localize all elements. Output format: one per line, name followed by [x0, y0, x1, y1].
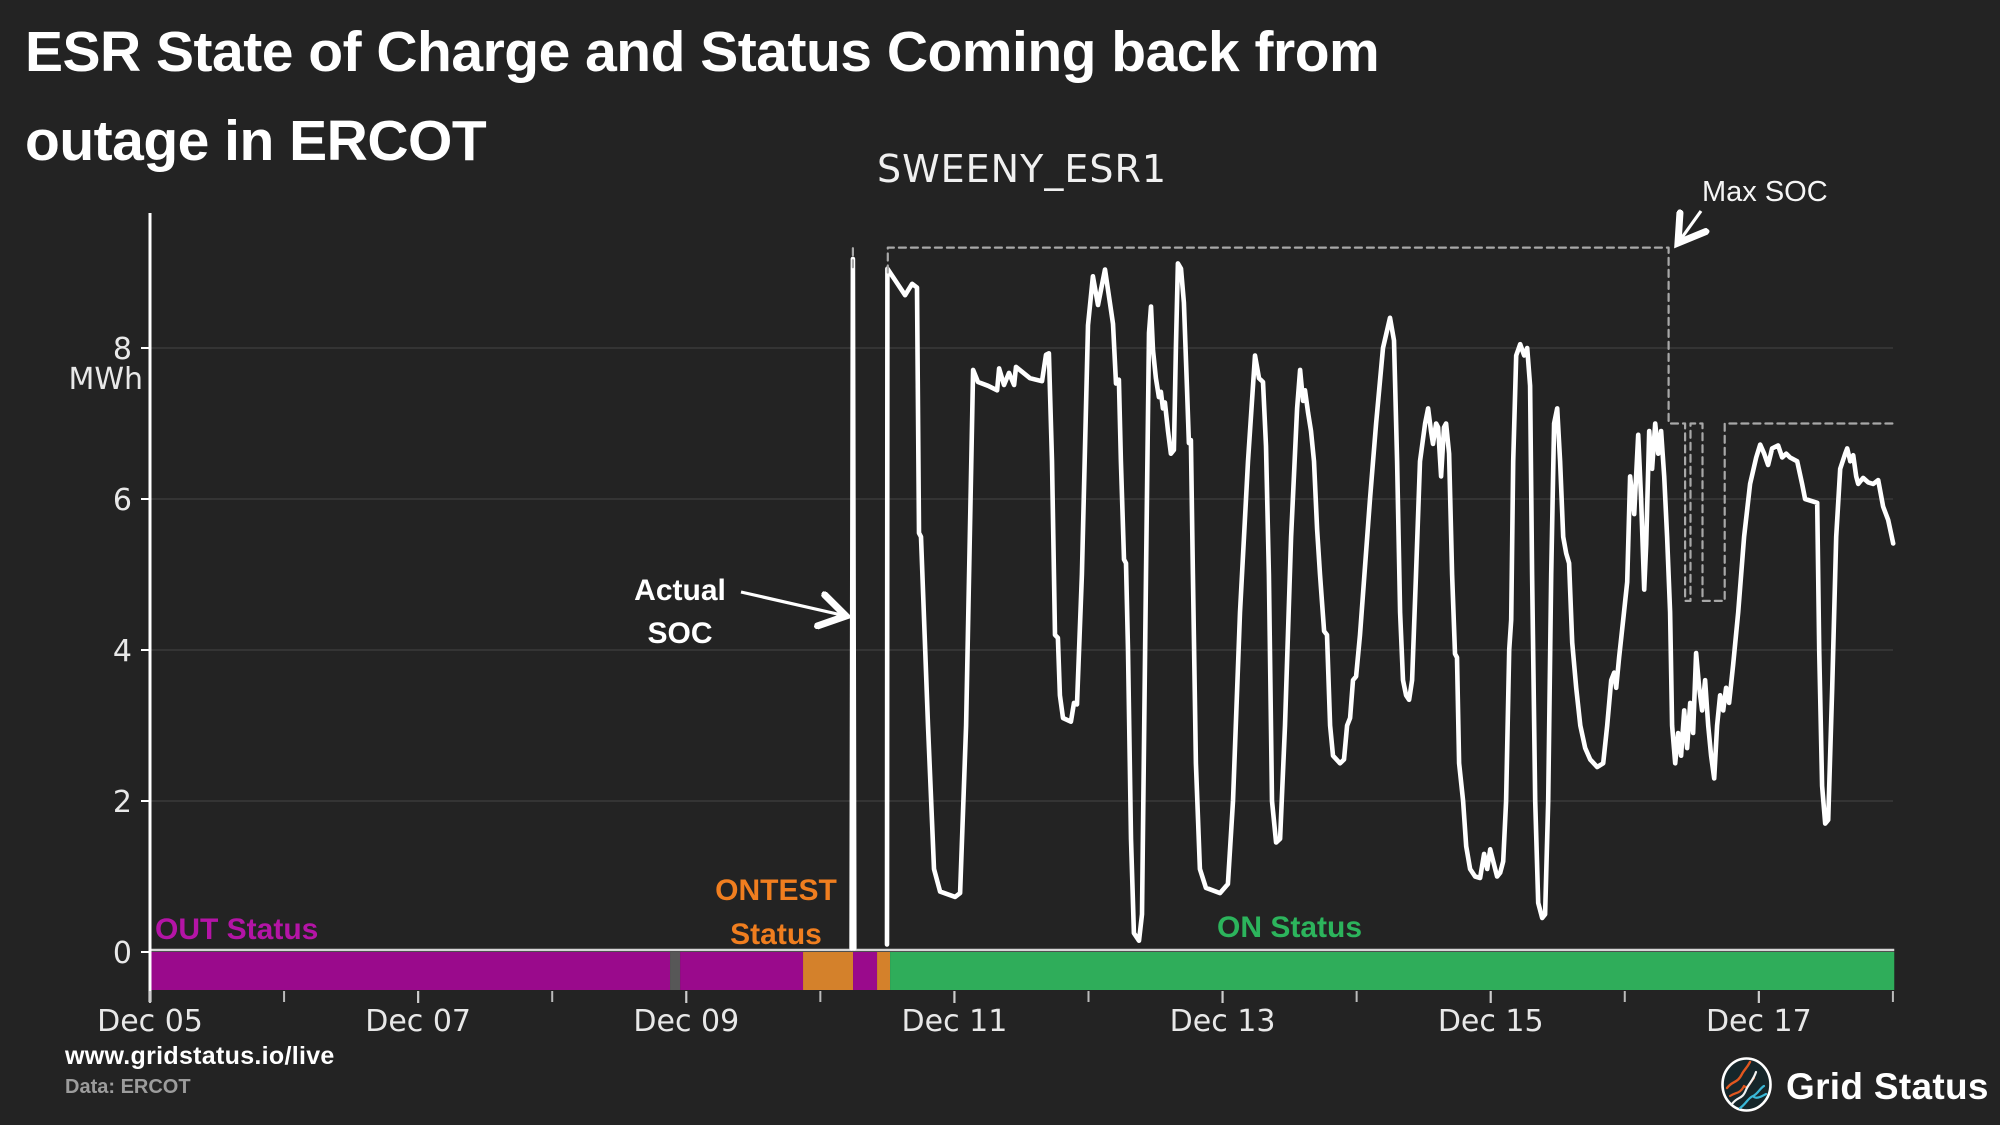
y-tick-label: 6 [113, 483, 132, 518]
y-axis-unit-label: MWh [68, 362, 143, 397]
out-status-label: OUT Status [155, 913, 319, 946]
x-tick-label: Dec 07 [365, 1004, 471, 1039]
status-segment-out [150, 952, 671, 990]
page-title-line1: ESR State of Charge and Status Coming ba… [25, 20, 1380, 84]
data-source-label: Data: ERCOT [65, 1076, 191, 1098]
page-title-line2: outage in ERCOT [25, 109, 487, 173]
actual-soc-line [849, 256, 857, 951]
chart-title: SWEENY_ESR1 [876, 147, 1168, 191]
page-title: ESR State of Charge and Status Coming ba… [25, 8, 1380, 186]
max-soc-arrow [1678, 211, 1701, 243]
x-tick-label: Dec 11 [902, 1004, 1008, 1039]
status-segment-ontest [803, 952, 854, 990]
actual-soc-arrow [740, 590, 846, 616]
x-tick-label: Dec 17 [1706, 1004, 1812, 1039]
actual-soc-annotation-line2: SOC [647, 617, 713, 650]
y-tick-label: 2 [113, 785, 132, 820]
actual-soc-annotation-line1: Actual [634, 574, 726, 607]
y-tick-label: 8 [113, 332, 132, 367]
x-tick-label: Dec 13 [1170, 1004, 1276, 1039]
brand-name: Grid Status [1786, 1066, 1989, 1107]
ontest-status-label: ONTEST Status [696, 869, 856, 957]
brand: Grid Status [1720, 1056, 1989, 1118]
y-tick-label: 4 [113, 634, 132, 669]
ontest-status-label-line2: Status [730, 918, 822, 951]
x-tick-label: Dec 05 [97, 1004, 203, 1039]
status-segment-out [680, 952, 804, 990]
on-status-label: ON Status [1217, 911, 1363, 944]
max-soc-annotation: Max SOC [1702, 176, 1828, 208]
status-segment-out [853, 952, 878, 990]
actual-soc-line [884, 261, 1896, 947]
grid-status-logo-icon [1720, 1056, 1773, 1118]
y-tick-label: 0 [113, 936, 132, 971]
x-tick-label: Dec 09 [633, 1004, 739, 1039]
status-segment-ontest [877, 952, 891, 990]
actual-soc-annotation: Actual SOC [600, 569, 760, 655]
max-soc-line [886, 246, 1896, 603]
ontest-status-label-line1: ONTEST [715, 874, 837, 907]
status-segment-other [670, 952, 681, 990]
website-link[interactable]: www.gridstatus.io/live [65, 1042, 335, 1070]
x-tick-label: Dec 15 [1438, 1004, 1544, 1039]
status-segment-on [890, 952, 1895, 990]
